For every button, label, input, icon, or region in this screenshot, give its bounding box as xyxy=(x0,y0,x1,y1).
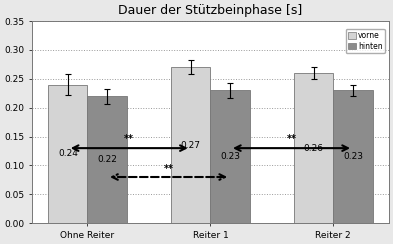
Legend: vorne, hinten: vorne, hinten xyxy=(346,29,385,53)
Text: 0.24: 0.24 xyxy=(58,149,78,158)
Text: **: ** xyxy=(124,134,134,144)
Bar xyxy=(171,67,210,223)
Bar xyxy=(88,96,127,223)
Bar xyxy=(48,85,88,223)
Text: 0.22: 0.22 xyxy=(97,155,117,164)
Text: 0.27: 0.27 xyxy=(181,141,201,150)
Text: 0.23: 0.23 xyxy=(220,152,240,161)
Bar xyxy=(210,90,250,223)
Text: 0.26: 0.26 xyxy=(304,144,323,153)
Title: Dauer der Stützbeinphase [s]: Dauer der Stützbeinphase [s] xyxy=(118,4,303,17)
Text: **: ** xyxy=(286,134,296,144)
Bar xyxy=(294,73,333,223)
Bar xyxy=(333,90,373,223)
Text: 0.23: 0.23 xyxy=(343,152,363,161)
Text: **: ** xyxy=(163,164,174,174)
